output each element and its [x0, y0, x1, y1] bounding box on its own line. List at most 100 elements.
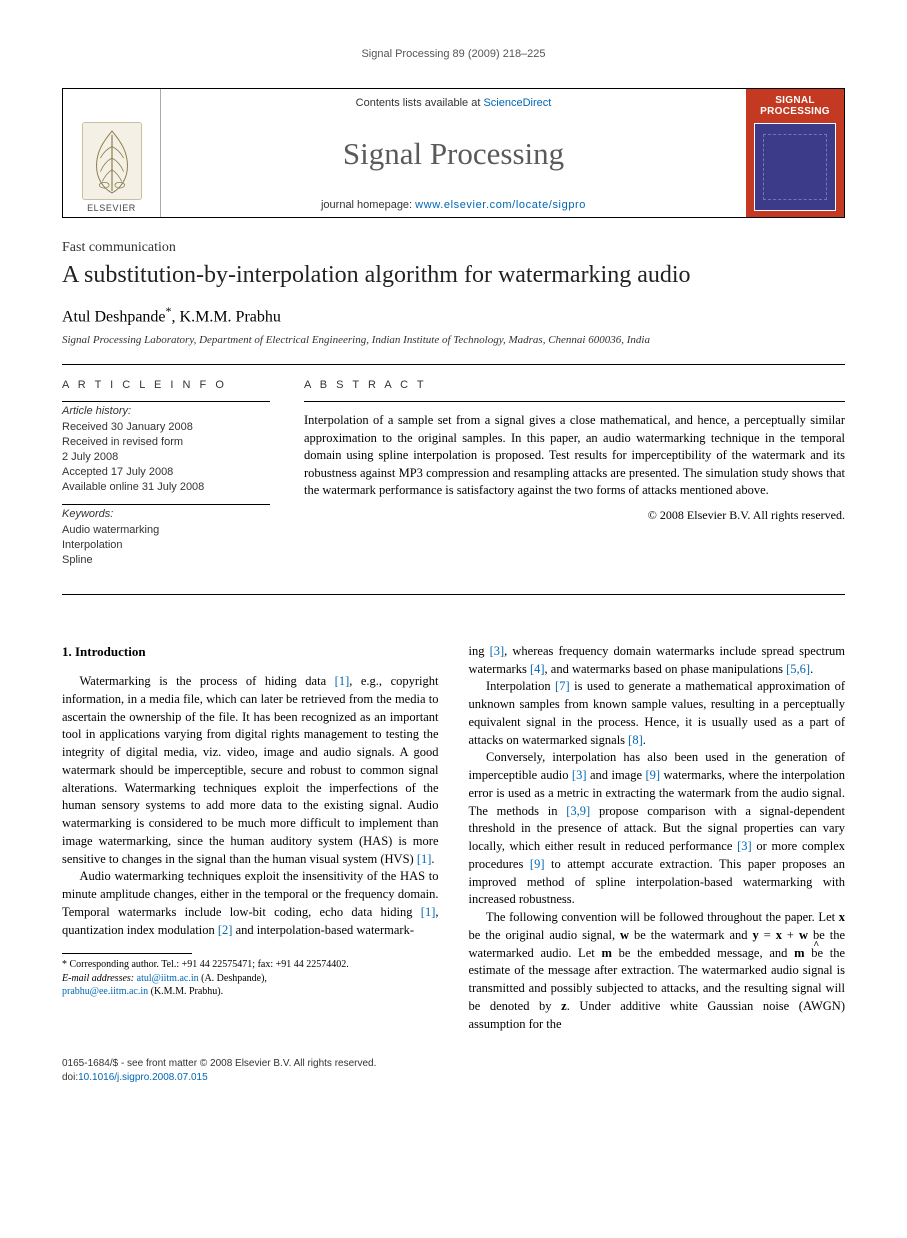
- author-2: K.M.M. Prabhu: [180, 308, 281, 325]
- ref-link-1[interactable]: [1]: [335, 674, 350, 688]
- ref-link-1c[interactable]: [1]: [421, 905, 436, 919]
- ref-link-3[interactable]: [3]: [490, 644, 505, 658]
- doi-label: doi:: [62, 1072, 78, 1083]
- eq-sign: =: [759, 928, 776, 942]
- email-footnote: E-mail addresses: atul@iitm.ac.in (A. De…: [62, 972, 439, 999]
- ref-link-7[interactable]: [7]: [555, 679, 570, 693]
- t: , e.g., copyright information, in a medi…: [62, 674, 439, 866]
- para-3: ing [3], whereas frequency domain waterm…: [469, 643, 846, 679]
- var-mhat: m: [794, 946, 804, 960]
- author-1: Atul Deshpande: [62, 308, 166, 325]
- contents-prefix: Contents lists available at: [356, 97, 484, 109]
- author-separator: ,: [172, 308, 180, 325]
- running-header: Signal Processing 89 (2009) 218–225: [62, 48, 845, 60]
- affiliation: Signal Processing Laboratory, Department…: [62, 334, 845, 346]
- abstract-column: A B S T R A C T Interpolation of a sampl…: [304, 379, 845, 577]
- t: Audio watermarking techniques exploit th…: [62, 869, 439, 919]
- t: , and watermarks based on phase manipula…: [545, 662, 787, 676]
- body-two-column: 1. Introduction Watermarking is the proc…: [62, 643, 845, 1034]
- doi-link[interactable]: 10.1016/j.sigpro.2008.07.015: [78, 1072, 208, 1083]
- abstract-rule: [304, 401, 845, 402]
- footnote-separator: [62, 953, 192, 954]
- section-1-heading: 1. Introduction: [62, 643, 439, 661]
- publisher-block: ELSEVIER: [63, 89, 161, 217]
- article-info-heading: A R T I C L E I N F O: [62, 379, 270, 391]
- var-m: m: [601, 946, 611, 960]
- sciencedirect-link[interactable]: ScienceDirect: [483, 97, 551, 109]
- article-history-block: Article history: Received 30 January 200…: [62, 404, 270, 494]
- t: Interpolation: [486, 679, 555, 693]
- rule-bottom: [62, 594, 845, 595]
- corresponding-footnote: * Corresponding author. Tel.: +91 44 225…: [62, 958, 439, 972]
- para-5: Conversely, interpolation has also been …: [469, 749, 846, 909]
- email-who-1: (A. Deshpande),: [199, 973, 267, 984]
- ref-link-9b[interactable]: [9]: [530, 857, 545, 871]
- article-section-label: Fast communication: [62, 240, 845, 256]
- info-rule-2: [62, 504, 270, 505]
- para-2: Audio watermarking techniques exploit th…: [62, 868, 439, 939]
- var-x: x: [839, 910, 845, 924]
- keyword-2: Interpolation: [62, 538, 270, 553]
- homepage-prefix: journal homepage:: [321, 199, 415, 211]
- var-w: w: [620, 928, 629, 942]
- email-who-2: (K.M.M. Prabhu).: [148, 986, 223, 997]
- t: be the watermark and: [629, 928, 752, 942]
- elsevier-tree-icon: [82, 122, 142, 200]
- author-list: Atul Deshpande*, K.M.M. Prabhu: [62, 304, 845, 326]
- abstract-heading: A B S T R A C T: [304, 379, 845, 391]
- history-label: Article history:: [62, 404, 270, 419]
- email-link-1[interactable]: atul@iitm.ac.in: [137, 973, 199, 984]
- ref-link-3c[interactable]: [3]: [737, 839, 752, 853]
- keyword-1: Audio watermarking: [62, 523, 270, 538]
- ref-link-2[interactable]: [2]: [218, 923, 233, 937]
- keyword-3: Spline: [62, 553, 270, 568]
- ref-link-56[interactable]: [5,6]: [786, 662, 810, 676]
- abstract-copyright: © 2008 Elsevier B.V. All rights reserved…: [304, 508, 845, 523]
- ref-link-1b[interactable]: [1]: [417, 852, 432, 866]
- t: be the original audio signal,: [469, 928, 621, 942]
- t: Watermarking is the process of hiding da…: [80, 674, 335, 688]
- journal-masthead: ELSEVIER Contents lists available at Sci…: [62, 88, 845, 218]
- email-label: E-mail addresses:: [62, 973, 137, 984]
- accepted-date: Accepted 17 July 2008: [62, 465, 270, 480]
- ref-link-3b[interactable]: [3]: [572, 768, 587, 782]
- info-rule: [62, 401, 270, 402]
- revised-line2: 2 July 2008: [62, 450, 270, 465]
- t: ing: [469, 644, 490, 658]
- cover-thumbnail: [754, 123, 836, 211]
- info-abstract-row: A R T I C L E I N F O Article history: R…: [62, 365, 845, 593]
- received-date: Received 30 January 2008: [62, 420, 270, 435]
- ref-link-9[interactable]: [9]: [645, 768, 660, 782]
- publisher-name: ELSEVIER: [87, 203, 136, 213]
- front-matter-line: 0165-1684/$ - see front matter © 2008 El…: [62, 1057, 845, 1071]
- article-info-column: A R T I C L E I N F O Article history: R…: [62, 379, 270, 577]
- masthead-center: Contents lists available at ScienceDirec…: [161, 89, 746, 217]
- homepage-link[interactable]: www.elsevier.com/locate/sigpro: [415, 199, 586, 211]
- homepage-line: journal homepage: www.elsevier.com/locat…: [321, 199, 586, 211]
- para-4: Interpolation [7] is used to generate a …: [469, 678, 846, 749]
- ref-link-8[interactable]: [8]: [628, 733, 643, 747]
- footnotes: * Corresponding author. Tel.: +91 44 225…: [62, 958, 439, 999]
- keywords-block: Keywords: Audio watermarking Interpolati…: [62, 507, 270, 567]
- t: .: [810, 662, 813, 676]
- ref-link-4[interactable]: [4]: [530, 662, 545, 676]
- contents-available-line: Contents lists available at ScienceDirec…: [356, 97, 552, 109]
- para-6: The following convention will be followe…: [469, 909, 846, 1033]
- cover-title: SIGNAL PROCESSING: [750, 95, 840, 117]
- t: The following convention will be followe…: [486, 910, 839, 924]
- t: be the embedded message, and: [612, 946, 794, 960]
- journal-title: Signal Processing: [343, 136, 564, 172]
- doi-line: doi:10.1016/j.sigpro.2008.07.015: [62, 1071, 845, 1085]
- t: .: [643, 733, 646, 747]
- para-1: Watermarking is the process of hiding da…: [62, 673, 439, 868]
- ref-link-39[interactable]: [3,9]: [566, 804, 590, 818]
- bottom-metadata: 0165-1684/$ - see front matter © 2008 El…: [62, 1057, 845, 1084]
- email-link-2[interactable]: prabhu@ee.iitm.ac.in: [62, 986, 148, 997]
- journal-cover: SIGNAL PROCESSING: [746, 89, 844, 217]
- t: .: [431, 852, 434, 866]
- revised-line1: Received in revised form: [62, 435, 270, 450]
- abstract-text: Interpolation of a sample set from a sig…: [304, 412, 845, 500]
- t: and image: [587, 768, 646, 782]
- t: and interpolation-based watermark-: [232, 923, 414, 937]
- article-title: A substitution-by-interpolation algorith…: [62, 260, 845, 290]
